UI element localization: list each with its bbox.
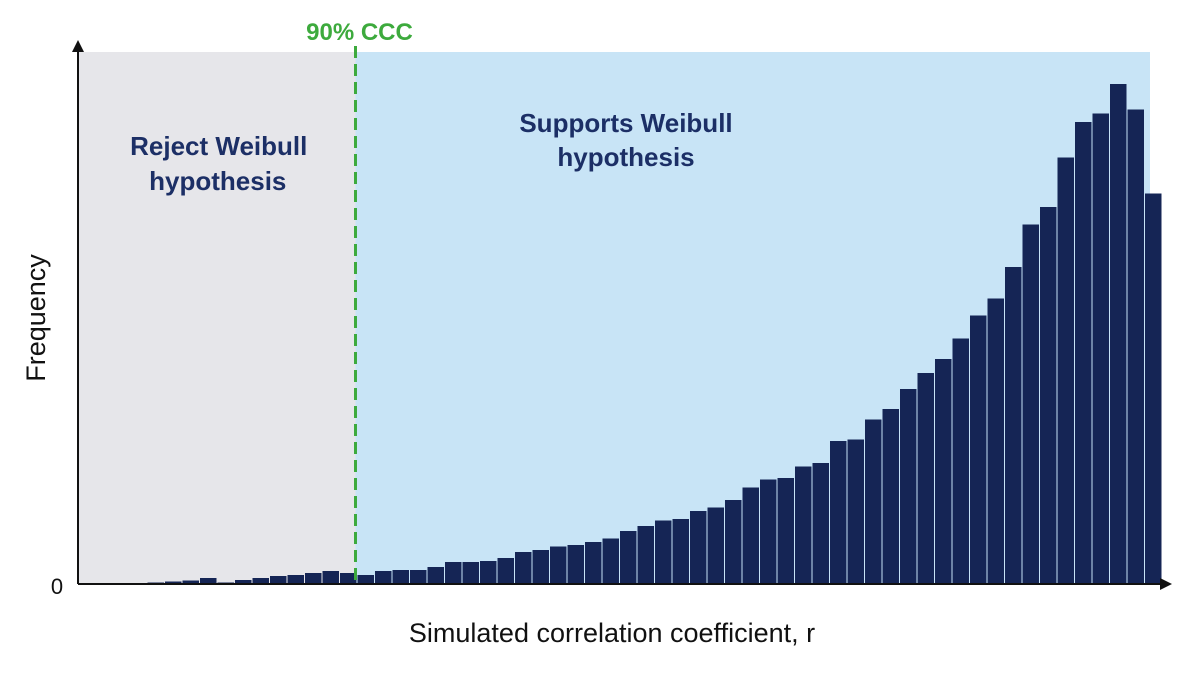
histogram-bar [392,570,409,584]
histogram-bar [1057,157,1074,584]
histogram-bar [427,567,444,584]
histogram-bar [1110,84,1127,584]
histogram-bar [1145,193,1162,584]
histogram-bar [550,546,567,584]
histogram-bar [375,571,392,584]
histogram-bar [252,578,269,584]
y-tick-label-0: 0 [51,574,63,599]
histogram-bar [1075,122,1092,584]
histogram-bar [795,466,812,584]
histogram-bar [742,487,759,584]
histogram-bar [987,298,1004,584]
histogram-bars [130,84,1162,584]
histogram-bar [1127,109,1144,584]
histogram-bar [182,580,199,584]
histogram-bar [865,419,882,584]
histogram-bar [1022,224,1039,584]
histogram-bar [847,439,864,584]
histogram-bar [567,545,584,584]
histogram-bar [952,338,969,584]
histogram-bar [445,562,462,584]
histogram-bar [970,315,987,584]
histogram-bar [690,511,707,584]
histogram-bar [917,373,934,584]
histogram-bar [462,562,479,584]
histogram-bar [410,570,427,584]
histogram-bar [340,573,357,584]
histogram-bar [200,578,217,584]
histogram-bar [935,359,952,584]
histogram-bar [882,409,899,584]
histogram-bar [357,575,374,584]
histogram-bar [655,520,672,584]
histogram-bar [515,552,532,584]
histogram-bar [497,558,514,584]
histogram-bar [270,576,287,584]
reject-region-label-line-1: Reject Weibull [130,131,307,161]
histogram-bar [777,478,794,584]
histogram-bar [1005,267,1022,584]
histogram-bar [322,571,339,584]
histogram-bar [287,575,304,584]
histogram-bar [760,479,777,584]
support-region-label-line-1: Supports Weibull [519,108,732,138]
reject-region-label-line-2: hypothesis [149,166,286,196]
y-axis-arrowhead [72,40,84,52]
histogram-bar [707,507,724,584]
threshold-label: 90% CCC [306,19,413,46]
histogram-bar [585,542,602,584]
histogram-bar [725,500,742,584]
histogram-bar [602,538,619,584]
y-axis-label: Frequency [21,254,51,382]
histogram-bar [1040,207,1057,584]
histogram-bar [532,550,549,584]
histogram-bar [1092,113,1109,584]
histogram-bar [830,441,847,584]
x-axis-arrowhead [1160,578,1172,590]
x-axis-label: Simulated correlation coefficient, r [409,618,815,648]
histogram-bar [480,561,497,584]
reject-region-background [78,52,356,584]
histogram-bar [165,581,182,584]
histogram-bar [672,519,689,584]
histogram-bar [620,531,637,584]
support-region-label-line-2: hypothesis [557,142,694,172]
histogram-bar [812,463,829,584]
histogram-bar [900,389,917,584]
histogram-bar [637,526,654,584]
histogram-bar [235,580,252,584]
histogram-bar [305,573,322,584]
